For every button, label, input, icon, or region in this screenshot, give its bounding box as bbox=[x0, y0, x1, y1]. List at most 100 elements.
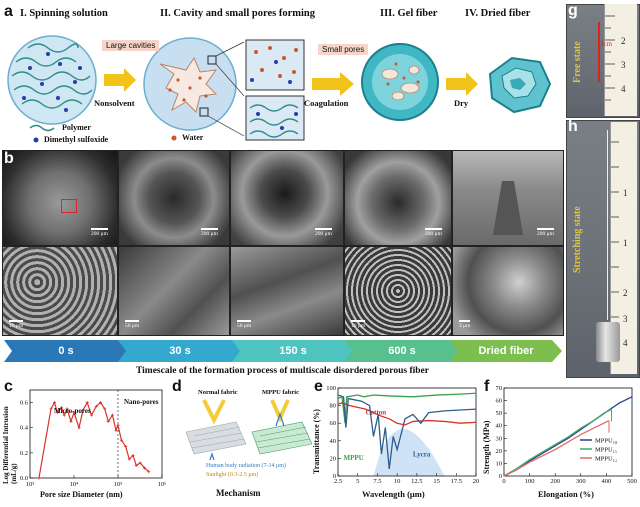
mechanism-diagram bbox=[185, 399, 312, 461]
dried-fiber-shape bbox=[488, 56, 552, 114]
chart-f-xtick-label: 100 bbox=[525, 478, 535, 484]
timeline-step-30s: 30 s bbox=[118, 340, 242, 362]
scale-top-2: 200 μm bbox=[201, 228, 218, 237]
chart-f-series-line bbox=[503, 396, 633, 477]
sem-bottom-dried: 2 μm bbox=[452, 246, 564, 336]
sem-top-dried: 200 μm bbox=[452, 150, 564, 246]
chart-c-point bbox=[147, 470, 151, 474]
svg-text:3: 3 bbox=[623, 314, 628, 324]
normal-fabric-label: Normal fabric bbox=[198, 389, 238, 396]
chart-e-ytick-label: 60 bbox=[330, 420, 337, 427]
sem-top-30s: 200 μm bbox=[118, 150, 230, 246]
scale-bottom-2: 50 μm bbox=[125, 320, 140, 329]
chart-c-ylabel: Log Differential Intrusion (mL/g) bbox=[2, 406, 18, 484]
legend-sunlight: Sunlight (0.3-2.5 μm) bbox=[206, 472, 259, 478]
step-2-title: II. Cavity and small pores forming bbox=[160, 8, 315, 19]
svg-text:2: 2 bbox=[623, 288, 628, 298]
panel-h-label: h bbox=[568, 118, 578, 135]
chart-c-xtick-label: 10⁵ bbox=[114, 481, 123, 488]
coagulation-arrow bbox=[312, 72, 354, 96]
timeline-step-0s: 0 s bbox=[4, 340, 128, 362]
chart-e-frame bbox=[337, 387, 477, 477]
chart-c: 10³ 10⁴ 10⁵ 10⁶ 0.0 0.2 0.4 0.6 bbox=[20, 389, 166, 488]
panel-f-label: f bbox=[484, 378, 490, 395]
chart-e-xtick-label: 5 bbox=[356, 478, 359, 484]
zoom-box-bottom bbox=[245, 95, 305, 141]
mechanism-title: Mechanism bbox=[216, 488, 261, 498]
free-state-scale: 3cm bbox=[600, 40, 613, 48]
chart-c-point bbox=[81, 408, 85, 412]
chart-e: 2.5 5 7.5 10 12.5 15 17.5 20 0 20 40 60 80 100 MPPU Cot… bbox=[326, 385, 479, 484]
chart-e-xtick-label: 12.5 bbox=[411, 478, 422, 484]
chart-e-series-label: MPPU bbox=[344, 454, 364, 462]
chart-f-ytick-label: 70 bbox=[496, 385, 503, 392]
chart-e-ytick-label: 40 bbox=[330, 438, 337, 445]
chart-c-point bbox=[142, 466, 146, 470]
panel-e-label: e bbox=[314, 378, 323, 395]
step-3-title: III. Gel fiber bbox=[380, 8, 438, 19]
chart-c-point bbox=[55, 411, 59, 415]
chart-e-xlabel: Wavelength (μm) bbox=[362, 489, 425, 499]
large-cavities-callout: Large cavities bbox=[102, 40, 160, 51]
step-1-title: I. Spinning solution bbox=[20, 8, 108, 19]
legend-dmso: Dimethyl sulfoxide bbox=[44, 135, 109, 144]
chart-c-ytick-label: 0.6 bbox=[20, 400, 29, 407]
chart-c-point bbox=[69, 419, 73, 423]
sem-bottom-150s: 50 μm bbox=[230, 246, 344, 336]
chart-e-ytick-label: 0 bbox=[333, 473, 336, 480]
chart-f-frame bbox=[503, 387, 633, 477]
chart-e-xtick-label: 17.5 bbox=[451, 478, 462, 484]
chart-c-point bbox=[49, 407, 53, 411]
chart-f-legend-label: MPPU₁₅ bbox=[595, 447, 617, 454]
scale-bottom-3: 50 μm bbox=[237, 320, 252, 329]
chart-c-point bbox=[77, 426, 81, 430]
chart-c-point bbox=[127, 457, 131, 461]
chart-c-xtick-label: 10⁴ bbox=[70, 481, 80, 488]
nano-pores-label: Nano-pores bbox=[124, 398, 159, 406]
chart-c-point bbox=[98, 401, 102, 405]
mppu-fabric-label: MPPU fabric bbox=[262, 389, 300, 396]
chart-f-ylabel: Strength (MPa) bbox=[482, 420, 491, 474]
chart-c-point bbox=[116, 423, 120, 427]
dry-label: Dry bbox=[454, 98, 469, 108]
chart-c-point bbox=[94, 404, 98, 408]
chart-c-series-line bbox=[38, 401, 150, 479]
chart-e-xtick-label: 15 bbox=[433, 478, 440, 484]
mppu-fabric-illustration bbox=[251, 399, 312, 455]
chart-c-ytick-label: 0.0 bbox=[20, 475, 28, 482]
svg-text:1: 1 bbox=[623, 238, 628, 248]
chart-c-point bbox=[103, 407, 107, 411]
chart-c-point bbox=[60, 406, 64, 410]
chart-f: 0 100 200 300 400 500 0 10 20 30 40 50 60 70 MPPU₁₈ MPP… bbox=[496, 385, 637, 484]
timeline-step-600s: 600 s bbox=[344, 340, 460, 362]
chart-c-point bbox=[111, 413, 115, 417]
chart-e-series-label: Cotton bbox=[366, 408, 387, 416]
chart-e-ylabel: Transmittance (%) bbox=[312, 409, 321, 474]
scale-top-5: 200 μm bbox=[537, 228, 554, 237]
chart-c-point bbox=[72, 411, 76, 415]
chart-c-frame bbox=[29, 389, 163, 479]
dry-arrow bbox=[446, 72, 478, 96]
chart-f-ytick-label: 0 bbox=[499, 473, 502, 480]
chart-f-xtick-label: 300 bbox=[576, 478, 586, 484]
chart-c-point bbox=[62, 413, 66, 417]
chart-c-point bbox=[134, 463, 138, 467]
scale-bottom-4: 10 μm bbox=[351, 320, 366, 329]
chart-c-ytick-label: 0.4 bbox=[20, 425, 29, 432]
chart-c-point bbox=[119, 438, 123, 442]
chart-c-point bbox=[106, 419, 110, 423]
chart-e-ytick-label: 100 bbox=[326, 385, 336, 392]
chart-f-xtick-label: 500 bbox=[627, 478, 637, 484]
sem-top-150s: 200 μm bbox=[230, 150, 344, 246]
normal-fabric-illustration bbox=[185, 399, 247, 461]
svg-text:4: 4 bbox=[623, 338, 628, 348]
chart-c-point bbox=[37, 476, 41, 480]
chart-f-series-line bbox=[503, 420, 610, 477]
timeline-step-150s: 150 s bbox=[232, 340, 354, 362]
chart-f-ytick-label: 30 bbox=[496, 435, 503, 442]
ruler-g: 2 3 4 bbox=[604, 4, 637, 116]
sem-top-600s: 200 μm bbox=[344, 150, 452, 246]
scale-top-1: 200 μm bbox=[91, 228, 108, 237]
sem-bottom-0s: 10 μm bbox=[2, 246, 118, 336]
panel-c-label: c bbox=[4, 378, 13, 395]
